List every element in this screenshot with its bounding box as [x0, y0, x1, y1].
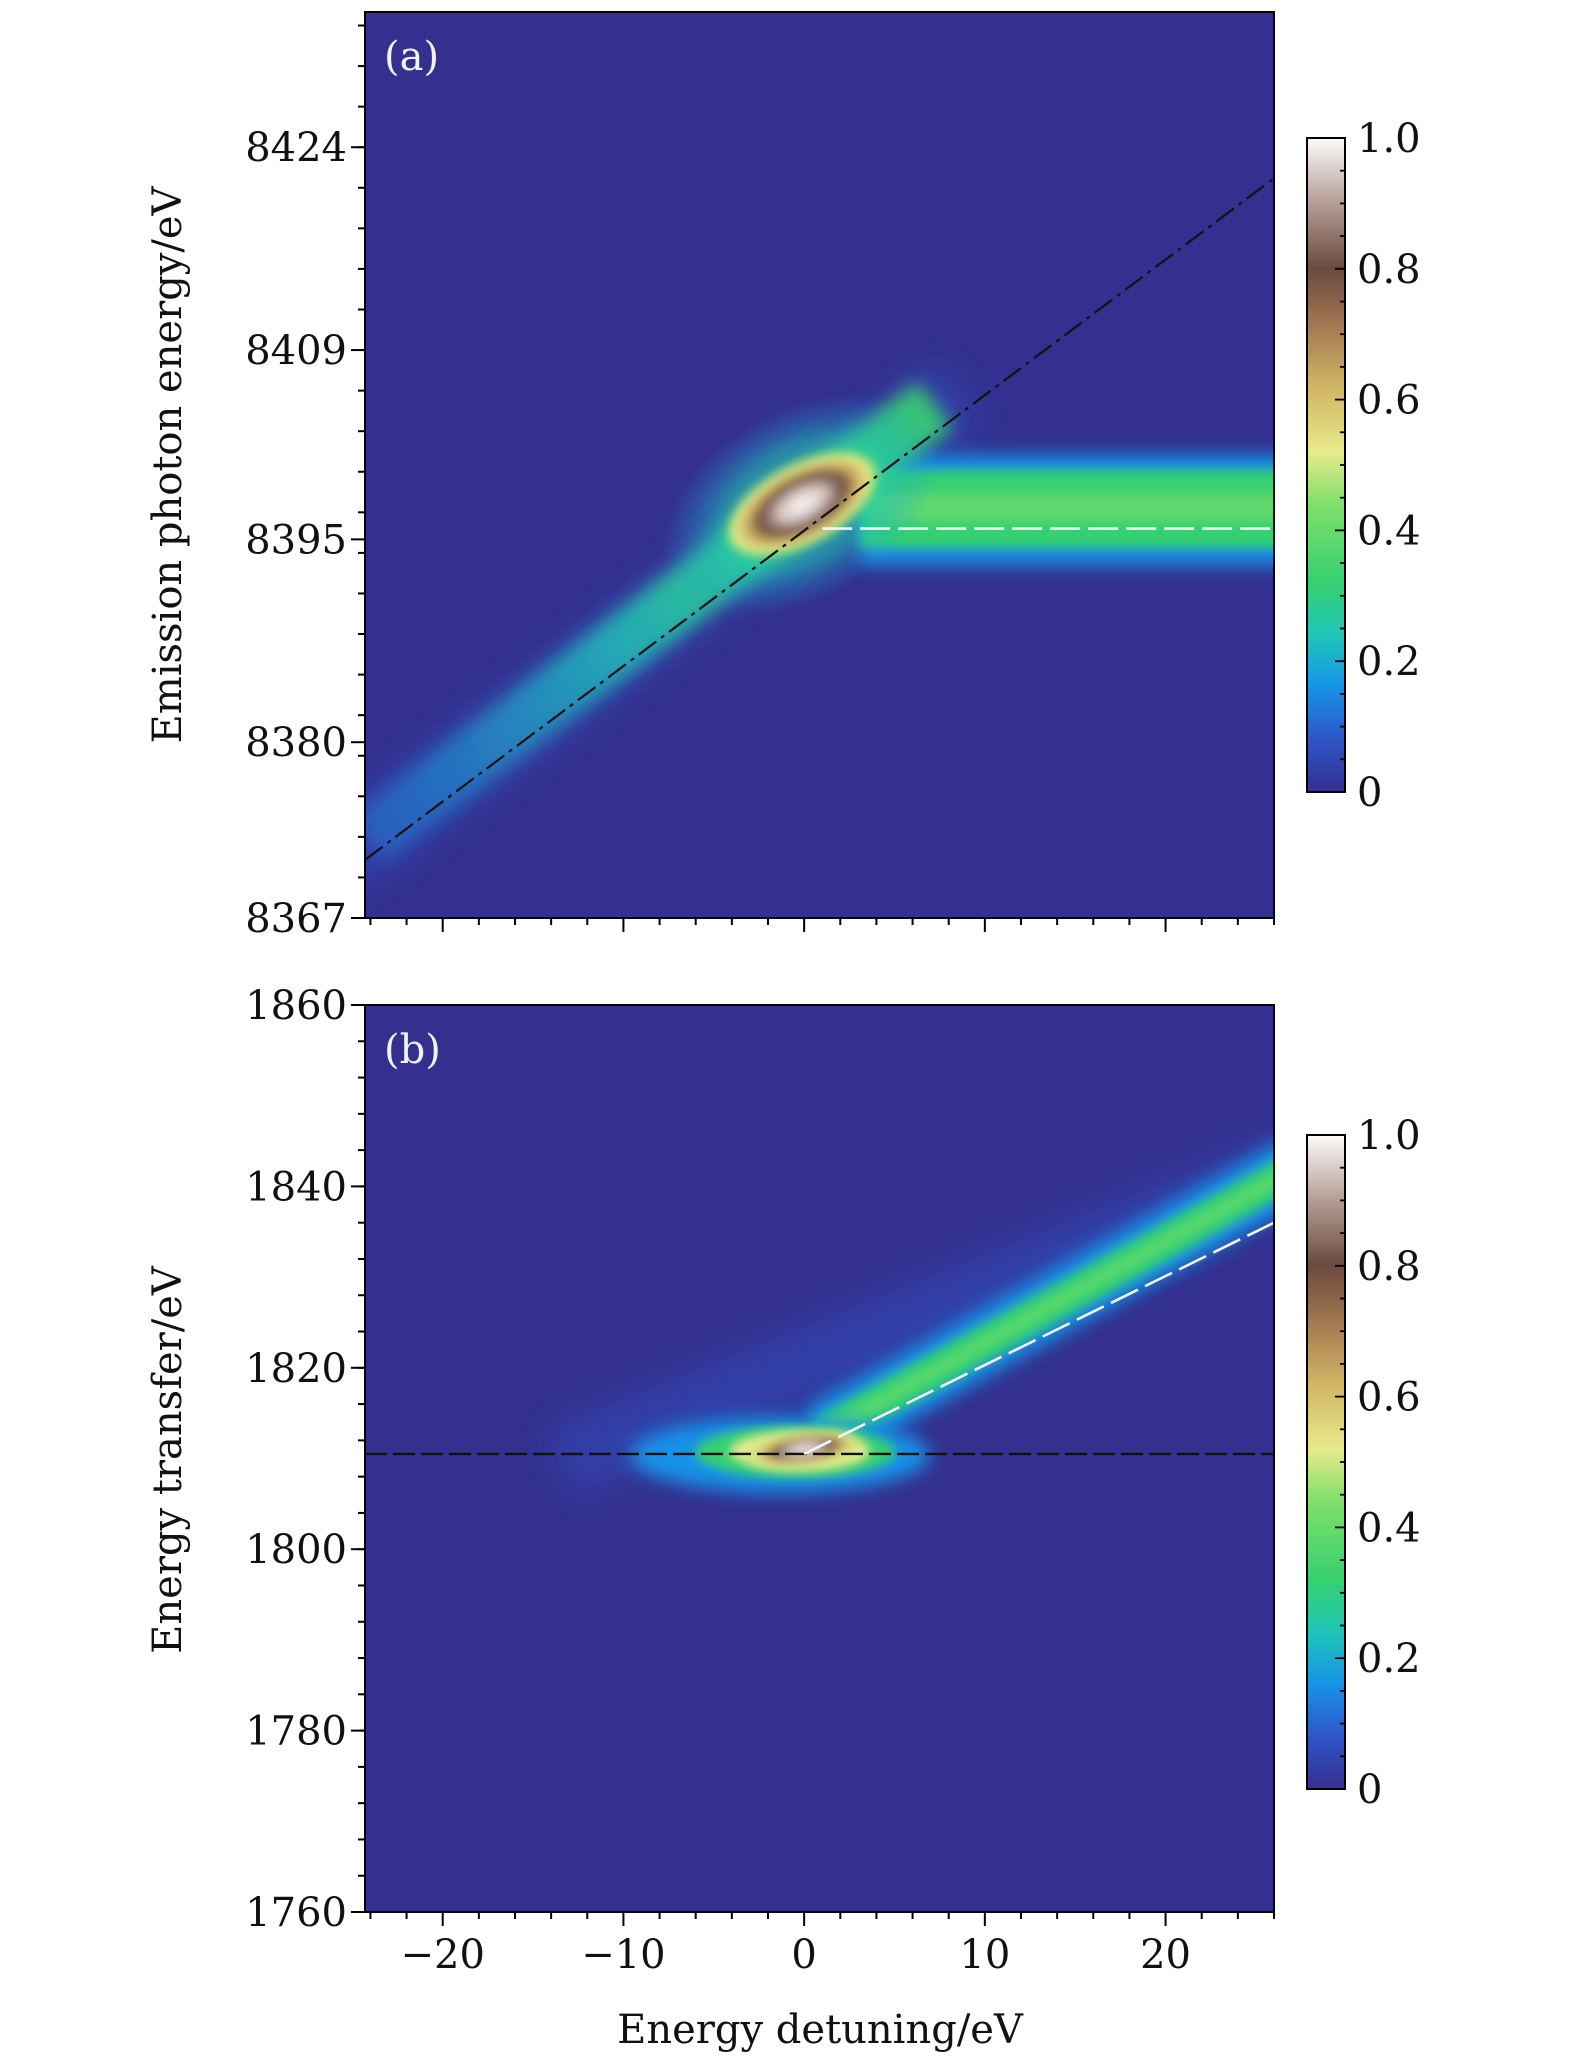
b-colorbar-tick-label: 0.4	[1357, 1505, 1421, 1551]
x-tick-label: 10	[959, 1932, 1010, 1978]
panel-a-frame	[364, 11, 1275, 919]
colorbar-b-ticks: 0 0.2 0.4 0.6 0.8 1.0	[1335, 1113, 1421, 1813]
b-colorbar-tick-label: 1.0	[1357, 1113, 1421, 1159]
panel-b: 1760 1780 1800 1820 1840 1860 −20 −10 0 10 20 (b)…	[145, 983, 1275, 1978]
panel-b-white-dashed-line	[803, 1221, 1274, 1456]
panel-a-label: (a)	[384, 34, 439, 80]
b-colorbar-tick-label: 0.2	[1357, 1636, 1421, 1682]
a-colorbar-tick-label: 0.4	[1357, 508, 1421, 554]
x-tick-label: −10	[581, 1932, 665, 1978]
panel-a: 8367 8380 8395 8409 8424 (a) Emission photon…	[145, 11, 1275, 942]
panel-a-y-tick-label: 8409	[245, 328, 347, 374]
panel-b-y-tick-label: 1820	[245, 1346, 347, 1392]
panel-a-y-ticks: 8367 8380 8395 8409 8424	[245, 24, 365, 942]
b-colorbar-tick-label: 0.8	[1357, 1244, 1421, 1290]
colorbar-a: 0 0.2 0.4 0.6 0.8 1.0	[1306, 116, 1421, 816]
panel-a-y-tick-label: 8395	[245, 517, 347, 563]
panel-a-y-tick-label: 8367	[245, 896, 347, 942]
colorbar-b-gradient	[1306, 1134, 1346, 1790]
panel-b-y-tick-label: 1800	[245, 1527, 347, 1573]
colorbar-b: 0 0.2 0.4 0.6 0.8 1.0	[1306, 1113, 1421, 1813]
x-tick-label: 0	[791, 1932, 816, 1978]
b-colorbar-tick-label: 0	[1357, 1767, 1382, 1813]
x-tick-label: −20	[400, 1932, 484, 1978]
panel-a-y-axis-label: Emission photon energy/eV	[145, 185, 191, 743]
panel-a-y-tick-label: 8380	[245, 720, 347, 766]
panel-b-intensity	[546, 1138, 1274, 1496]
panel-b-y-axis-label: Energy transfer/eV	[145, 1265, 191, 1654]
panel-b-frame	[364, 1004, 1275, 1913]
x-tick-label: 20	[1140, 1932, 1191, 1978]
panel-b-y-tick-label: 1760	[245, 1890, 347, 1936]
panel-b-y-tick-label: 1780	[245, 1709, 347, 1755]
x-axis-label: Energy detuning/eV	[617, 2007, 1024, 2053]
a-colorbar-tick-label: 0.6	[1357, 378, 1421, 424]
panel-b-y-ticks: 1760 1780 1800 1820 1840 1860	[245, 983, 365, 1936]
panel-a-x-ticks	[369, 918, 1275, 932]
b-colorbar-tick-label: 0.6	[1357, 1375, 1421, 1421]
panel-b-peak	[749, 1431, 859, 1467]
panel-b-label: (b)	[384, 1027, 441, 1073]
a-colorbar-tick-label: 0	[1357, 770, 1382, 816]
panel-a-y-tick-label: 8424	[245, 125, 347, 171]
panel-b-reference-lines	[365, 1221, 1274, 1456]
colorbar-a-gradient	[1306, 137, 1346, 793]
a-colorbar-tick-label: 0.8	[1357, 247, 1421, 293]
panel-b-y-tick-label: 1860	[245, 983, 347, 1029]
colorbar-a-ticks: 0 0.2 0.4 0.6 0.8 1.0	[1335, 116, 1421, 816]
panel-b-y-tick-label: 1840	[245, 1164, 347, 1210]
a-colorbar-tick-label: 1.0	[1357, 116, 1421, 162]
panel-a-peak	[727, 451, 877, 557]
panel-a-intensity	[365, 362, 1274, 885]
panel-b-x-ticks: −20 −10 0 10 20	[369, 1912, 1275, 1978]
a-colorbar-tick-label: 0.2	[1357, 639, 1421, 685]
